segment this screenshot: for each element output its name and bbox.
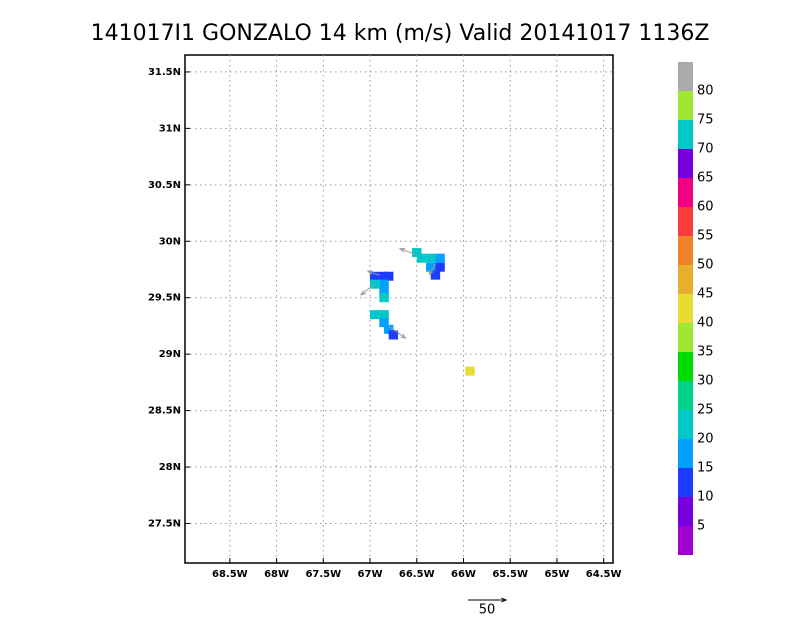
y-tick-label: 29.5N — [148, 293, 181, 304]
y-tick-label: 27.5N — [148, 518, 181, 529]
y-tick-label: 28.5N — [148, 406, 181, 417]
wind-vector — [428, 263, 436, 276]
map-frame — [184, 54, 614, 564]
colorbar-box — [678, 120, 693, 149]
colorbar-box — [678, 265, 693, 294]
wind-cell — [379, 310, 389, 320]
x-tick-label: 67.5W — [305, 569, 341, 580]
wind-cell — [370, 271, 380, 281]
x-tick-label: 65W — [544, 569, 569, 580]
wind-cell — [435, 262, 445, 272]
wind-cell — [379, 287, 389, 297]
y-tick-label: 29N — [159, 349, 181, 360]
wind-cell — [388, 330, 399, 340]
colorbar-box — [678, 381, 693, 410]
wind-vector — [398, 247, 417, 256]
title: 141017I1 GONZALO 14 km (m/s) Valid 20141… — [91, 21, 710, 46]
x-tick-label: 67W — [358, 569, 383, 580]
y-tick-label: 31.5N — [148, 67, 181, 78]
y-tick-label: 28N — [159, 462, 181, 473]
wind-cell — [426, 253, 436, 263]
colorbar-label: 60 — [697, 200, 714, 215]
x-tick-label: 68W — [264, 569, 289, 580]
wind-cell — [384, 324, 394, 334]
y-tick-label: 31N — [159, 123, 181, 134]
colorbar-label: 65 — [697, 171, 714, 186]
colorbar-label: 80 — [697, 84, 714, 99]
colorbar-label: 70 — [697, 142, 714, 157]
wind-vector — [366, 270, 380, 276]
colorbar-box — [678, 352, 693, 381]
colorbar-label: 55 — [697, 229, 714, 244]
wind-cell — [435, 253, 445, 263]
y-tick-label: 30.5N — [148, 180, 181, 191]
wind-vector — [388, 325, 407, 339]
y-tick-label: 30N — [159, 236, 181, 247]
colorbar-box — [678, 91, 693, 120]
colorbar-label: 10 — [697, 490, 714, 505]
wind-cell — [379, 293, 389, 303]
colorbar-label: 35 — [697, 345, 714, 360]
reference-vector — [468, 597, 508, 603]
colorbar-label: 25 — [697, 403, 714, 418]
colorbar-label: 50 — [697, 258, 714, 273]
colorbar-label: 15 — [697, 461, 714, 476]
colorbar-box — [678, 439, 693, 468]
x-tick-label: 64.5W — [586, 569, 622, 580]
wind-cell — [384, 271, 394, 281]
colorbar-label: 45 — [697, 287, 714, 302]
x-tick-label: 68.5W — [212, 569, 248, 580]
wind-cell — [430, 270, 441, 280]
wind-cell — [379, 279, 389, 289]
wind-cell — [370, 310, 380, 320]
colorbar-box — [678, 294, 693, 323]
colorbar-box — [678, 149, 693, 178]
colorbar-box — [678, 410, 693, 439]
reference-label: 50 — [479, 603, 496, 618]
colorbar-label: 75 — [697, 113, 714, 128]
colorbar-label: 30 — [697, 374, 714, 389]
colorbar-box — [678, 526, 693, 555]
colorbar-box — [678, 178, 693, 207]
wind-cell — [379, 318, 389, 328]
wind-cell — [412, 248, 422, 258]
colorbar-box — [678, 468, 693, 497]
wind-cell — [465, 366, 475, 376]
colorbar-box — [678, 497, 693, 526]
colorbar-box — [678, 323, 693, 352]
wind-cell — [426, 262, 436, 272]
colorbar-label: 20 — [697, 432, 714, 447]
colorbar-label: 5 — [697, 519, 705, 534]
colorbar-label: 40 — [697, 316, 714, 331]
wind-vector — [360, 283, 376, 296]
x-tick-label: 66.5W — [399, 569, 435, 580]
colorbar-box — [678, 236, 693, 265]
x-tick-label: 66W — [451, 569, 476, 580]
colorbar-box — [678, 207, 693, 236]
wind-cell — [416, 253, 427, 263]
colorbar-box — [678, 62, 693, 91]
x-tick-label: 65.5W — [492, 569, 528, 580]
